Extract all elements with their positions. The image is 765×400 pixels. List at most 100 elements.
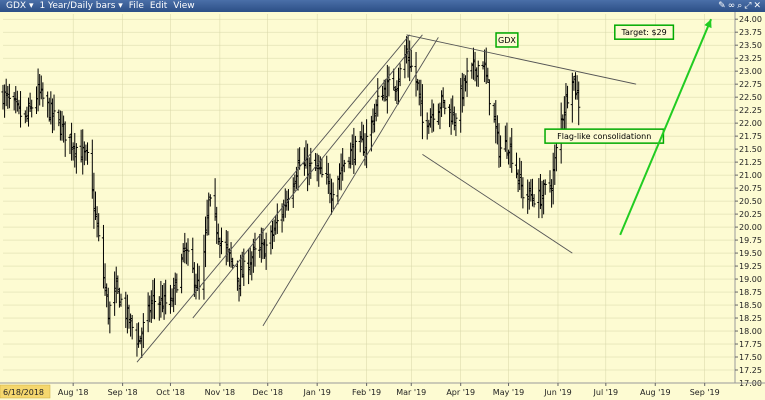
ohlc-bar bbox=[320, 158, 324, 178]
trendline bbox=[406, 34, 637, 85]
trendline bbox=[422, 153, 573, 254]
ohlc-bar bbox=[219, 227, 224, 255]
period-dropdown[interactable]: 1 Year/Daily bars ▾ bbox=[39, 1, 123, 11]
ohlc-bar bbox=[7, 83, 11, 109]
y-tick-label: 19.50 bbox=[739, 249, 762, 258]
ohlc-bar bbox=[208, 194, 212, 207]
x-tick-label: Sep '19 bbox=[690, 388, 720, 397]
y-tick-label: 17.50 bbox=[739, 353, 762, 362]
ohlc-bar bbox=[130, 314, 134, 340]
y-tick-label: 18.25 bbox=[739, 314, 762, 323]
trendline bbox=[192, 34, 423, 319]
y-tick-label: 22.25 bbox=[739, 106, 762, 115]
y-tick-label: 17.75 bbox=[739, 340, 762, 349]
y-axis-panel bbox=[735, 12, 765, 400]
y-tick-label: 19.00 bbox=[739, 275, 762, 284]
zoom-icon[interactable]: ⌕ bbox=[737, 1, 743, 11]
arrow-shaft bbox=[619, 18, 712, 236]
trendlines bbox=[136, 34, 637, 363]
x-tick-label: Mar '19 bbox=[396, 388, 426, 397]
ohlc-bar bbox=[577, 81, 581, 126]
x-tick-label: Jun '19 bbox=[543, 388, 571, 397]
y-tick-label: 24.00 bbox=[739, 15, 762, 24]
y-tick-label: 21.25 bbox=[739, 158, 762, 167]
ohlc-bar bbox=[565, 85, 570, 109]
menu-file[interactable]: File bbox=[128, 1, 144, 11]
chart-toolbar: GDX ▾ 1 Year/Daily bars ▾ File Edit View… bbox=[0, 0, 765, 12]
y-axis: 24.00 23.75 23.50 23.25 23.00 22.75 22.50 22.25… bbox=[734, 12, 765, 400]
ohlc-bar bbox=[18, 91, 23, 128]
target-arrow bbox=[619, 18, 712, 236]
ohlc-bar bbox=[487, 79, 492, 116]
ohlc-bar bbox=[443, 99, 447, 115]
symbol-dropdown[interactable]: GDX ▾ bbox=[6, 1, 34, 11]
x-tick-label: Aug '19 bbox=[640, 388, 671, 397]
start-date-badge bbox=[0, 384, 51, 399]
x-tick-label: Aug '18 bbox=[58, 388, 89, 397]
y-tick-label: 20.25 bbox=[739, 210, 762, 219]
x-tick-label: Oct '18 bbox=[156, 388, 185, 397]
x-tick-label: Dec '18 bbox=[253, 388, 283, 397]
y-tick-label: 23.25 bbox=[739, 54, 762, 63]
ohlc-bar bbox=[264, 232, 268, 270]
expand-icon[interactable]: ⤢ bbox=[744, 1, 752, 11]
y-tick-label: 22.50 bbox=[739, 93, 762, 102]
ohlc-bar bbox=[152, 278, 157, 320]
y-tick-label: 21.00 bbox=[739, 171, 762, 180]
ohlc-bar bbox=[387, 66, 391, 97]
ohlc-bar bbox=[30, 99, 34, 118]
ohlc-bar bbox=[186, 238, 190, 266]
symbol-label: GDX bbox=[6, 1, 27, 11]
ohlc-bar bbox=[498, 135, 503, 167]
y-tick-label: 22.00 bbox=[739, 119, 762, 128]
ohlc-bar bbox=[85, 142, 90, 165]
menu-edit[interactable]: Edit bbox=[149, 1, 168, 11]
ohlc-bar bbox=[63, 121, 67, 157]
ohlc-bar bbox=[353, 135, 358, 166]
x-tick-label: Feb '19 bbox=[352, 388, 381, 397]
ohlc-bar bbox=[41, 82, 45, 107]
y-tick-label: 23.75 bbox=[739, 28, 762, 37]
ohlc-bar bbox=[97, 213, 101, 242]
y-tick-label: 20.75 bbox=[739, 184, 762, 193]
chart-background bbox=[0, 12, 765, 400]
y-tick-label: 23.00 bbox=[739, 67, 762, 76]
ohlc-bar bbox=[521, 177, 525, 209]
x-tick-label: Jul '19 bbox=[593, 388, 619, 397]
start-date-label: 6/18/2018 bbox=[3, 388, 44, 397]
price-chart: GDX Target: $29 Flag-like consolidationn 2… bbox=[0, 12, 765, 400]
ohlc-bar bbox=[409, 49, 413, 72]
x-tick-label: Nov '18 bbox=[205, 388, 236, 397]
x-axis: Aug '18 Sep '18 Oct '18 Nov '18 Dec '18 Jan '… bbox=[0, 382, 765, 399]
ohlc-bar bbox=[476, 60, 480, 87]
ohlc-bar bbox=[108, 301, 112, 334]
ohlc-bar bbox=[52, 94, 56, 131]
ohlc-bar bbox=[275, 203, 279, 234]
annotation-label: GDX bbox=[498, 36, 516, 45]
x-tick-label: May '19 bbox=[493, 388, 524, 397]
y-tick-label: 23.50 bbox=[739, 41, 762, 50]
menu-view[interactable]: View bbox=[173, 1, 195, 11]
ohlc-bar bbox=[543, 179, 547, 195]
annotation-box bbox=[495, 32, 519, 48]
pencil-icon[interactable]: ✎ bbox=[718, 1, 726, 11]
y-tick-label: 19.75 bbox=[739, 236, 762, 245]
arrow-head bbox=[704, 19, 712, 29]
y-tick-label: 18.00 bbox=[739, 327, 762, 336]
ohlc-bar bbox=[119, 293, 123, 307]
ohlc-bar bbox=[454, 113, 458, 137]
annotations: GDX Target: $29 Flag-like consolidationn bbox=[495, 24, 675, 144]
y-tick-label: 22.75 bbox=[739, 80, 762, 89]
ohlc-bar bbox=[510, 127, 514, 173]
grid-lines bbox=[3, 14, 735, 384]
link-icon[interactable]: ∞ bbox=[727, 1, 736, 11]
x-tick-label: Apr '19 bbox=[446, 388, 475, 397]
ohlc-bar bbox=[420, 84, 425, 140]
period-label: 1 Year/Daily bars bbox=[39, 1, 116, 11]
trendline bbox=[136, 34, 411, 363]
y-tick-label: 20.50 bbox=[739, 197, 762, 206]
annotation-box bbox=[614, 24, 675, 40]
ohlc-bar bbox=[235, 260, 240, 291]
y-tick-label: 18.75 bbox=[739, 288, 762, 297]
close-icon[interactable]: ✕ bbox=[753, 1, 761, 11]
